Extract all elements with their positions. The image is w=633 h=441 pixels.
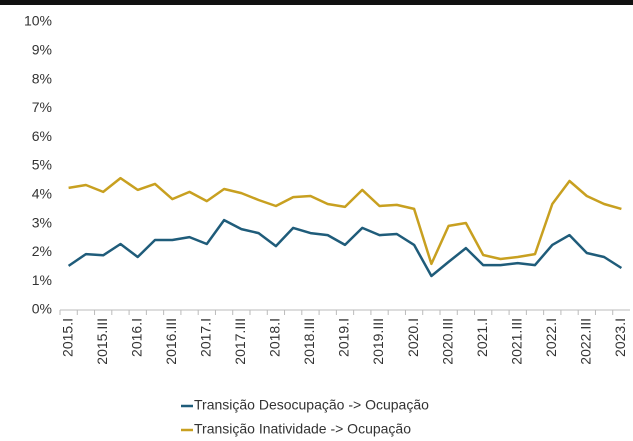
x-tick-label: 2023.I (612, 318, 628, 357)
x-tick-label: 2022.III (578, 318, 594, 365)
series-line (68, 176, 622, 266)
x-tick-label: 2021.I (474, 318, 490, 357)
x-tick-label: 2019.I (336, 318, 352, 357)
x-tick-label: 2019.III (370, 318, 386, 365)
y-tick-label: 1% (32, 272, 52, 288)
x-tick-label: 2016.III (163, 318, 179, 365)
y-tick-label: 8% (32, 70, 52, 86)
x-tick-label: 2017.I (198, 318, 214, 357)
x-tick-label: 2016.I (128, 318, 144, 357)
x-tick-label: 2021.III (508, 318, 524, 365)
x-tick-label: 2015.III (94, 318, 110, 365)
top-bar (0, 0, 633, 5)
legend-label: Transição Desocupação -> Ocupação (194, 397, 429, 413)
x-tick-label: 2018.I (267, 318, 283, 357)
y-tick-label: 3% (32, 214, 52, 230)
y-tick-label: 6% (32, 128, 52, 144)
y-tick-label: 4% (32, 186, 52, 202)
x-tick-label: 2020.III (439, 318, 455, 365)
x-tick-label: 2018.III (301, 318, 317, 365)
x-tick-label: 2022.I (543, 318, 559, 357)
y-tick-label: 10% (24, 13, 52, 29)
y-tick-label: 0% (32, 301, 52, 317)
legend-label: Transição Inatividade -> Ocupação (194, 421, 411, 437)
series-line (67, 218, 623, 278)
y-tick-label: 5% (32, 157, 52, 173)
y-tick-label: 2% (32, 243, 52, 259)
x-tick-label: 2020.I (405, 318, 421, 357)
x-tick-label: 2017.III (232, 318, 248, 365)
x-tick-label: 2015.I (59, 318, 75, 357)
y-tick-label: 7% (32, 99, 52, 115)
y-tick-label: 9% (32, 42, 52, 58)
